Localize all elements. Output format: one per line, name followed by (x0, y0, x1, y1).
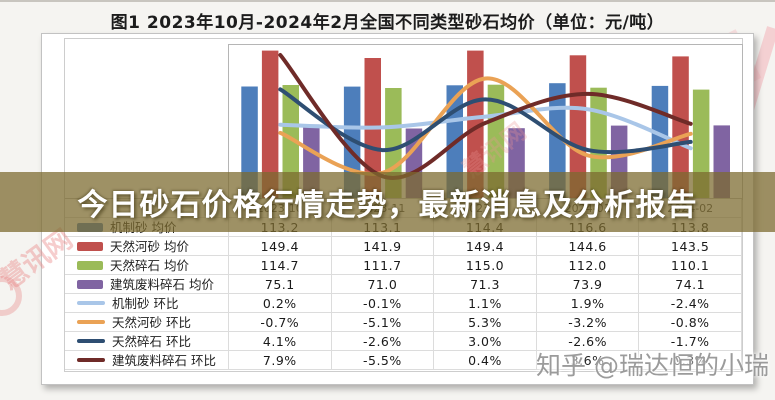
legend-cell: 建筑废料碎石 均价 (65, 275, 229, 294)
value-cell: 115.0 (434, 256, 537, 275)
series-label: 建筑废料碎石 环比 (112, 352, 216, 368)
value-cell: 149.4 (434, 237, 537, 256)
value-cell: 4.1% (229, 332, 332, 351)
value-cell: 3.0% (434, 332, 537, 351)
top-divider (0, 0, 775, 2)
legend-cell: 天然碎石 均价 (65, 256, 229, 275)
value-cell: 141.9 (331, 237, 435, 256)
series-label: 天然河砂 均价 (110, 238, 189, 254)
legend-cell: 天然河砂 均价 (65, 237, 229, 256)
value-cell: 5.3% (434, 313, 537, 332)
value-cell: 144.6 (536, 237, 640, 256)
series-label: 建筑废料碎石 均价 (110, 276, 214, 292)
line-swatch-icon (77, 339, 105, 343)
series-label: 天然碎石 均价 (110, 257, 189, 273)
value-cell: -2.6% (331, 332, 435, 351)
headline-text: 今日砂石价格行情走势，最新消息及分析报告 (77, 188, 698, 223)
value-cell: -0.8% (639, 313, 742, 332)
value-cell: 75.1 (229, 275, 332, 294)
value-cell: -0.7% (229, 313, 332, 332)
watermark-huixun-ring-icon (0, 276, 22, 316)
legend-cell: 天然河砂 环比 (65, 313, 229, 332)
bar-swatch-icon (77, 279, 103, 289)
figure-title: 图1 2023年10月-2024年2月全国不同类型砂石均价（单位：元/吨） (110, 13, 665, 33)
value-cell: -1.7% (639, 332, 742, 351)
bar-swatch-icon (77, 260, 103, 270)
line-swatch-icon (77, 301, 105, 305)
value-cell: 149.4 (229, 237, 332, 256)
series-label: 天然碎石 环比 (112, 333, 191, 349)
value-cell: -0.1% (331, 294, 435, 313)
value-cell: 7.9% (229, 351, 332, 370)
value-cell: 1.1% (434, 294, 537, 313)
legend-cell: 机制砂 环比 (65, 294, 229, 313)
value-cell: 3.6% (536, 351, 640, 370)
value-cell: 143.5 (639, 237, 742, 256)
value-cell: 74.1 (639, 275, 742, 294)
value-cell: 1.9% (536, 294, 640, 313)
value-cell: 73.9 (536, 275, 640, 294)
legend-cell: 天然碎石 环比 (65, 332, 229, 351)
value-cell: 114.7 (229, 256, 332, 275)
series-label: 天然河砂 环比 (112, 314, 191, 330)
value-cell: -5.1% (331, 313, 435, 332)
value-cell: -5.5% (331, 351, 435, 370)
value-cell: -3.2% (536, 313, 640, 332)
line-swatch-icon (77, 358, 105, 362)
value-cell: 0.3% (639, 351, 742, 370)
value-cell: 111.7 (331, 256, 435, 275)
value-cell: 110.1 (639, 256, 742, 275)
line-swatch-icon (77, 320, 105, 324)
legend-cell: 建筑废料碎石 环比 (65, 351, 229, 370)
zhihu-author-watermark: 知乎 @瑞达恒的小瑞 (536, 351, 769, 380)
bar-swatch-icon (77, 241, 103, 251)
value-cell: 0.2% (229, 294, 332, 313)
series-label: 机制砂 环比 (112, 295, 179, 311)
value-cell: 112.0 (536, 256, 640, 275)
value-cell: 0.4% (434, 351, 537, 370)
headline-banner: 今日砂石价格行情走势，最新消息及分析报告 (0, 172, 775, 232)
value-cell: -2.4% (639, 294, 742, 313)
value-cell: -2.6% (536, 332, 640, 351)
value-cell: 71.3 (434, 275, 537, 294)
value-cell: 71.0 (331, 275, 435, 294)
